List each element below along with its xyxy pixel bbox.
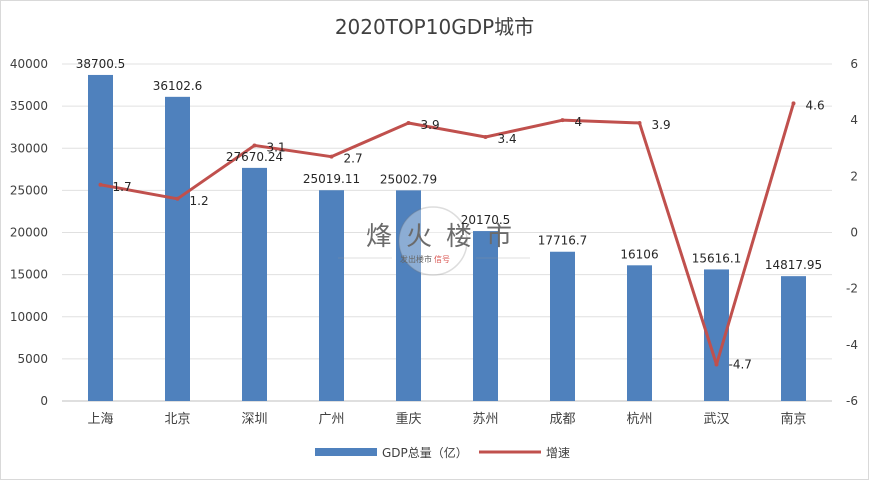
- line-value-label: 4: [575, 115, 583, 129]
- x-tick-label: 武汉: [703, 412, 729, 427]
- bar-value-label: 25002.79: [380, 172, 437, 186]
- x-tick-label: 苏州: [472, 411, 498, 427]
- bar: [473, 231, 498, 401]
- line-point: [714, 362, 719, 367]
- y-right-tick-label: 4: [850, 113, 858, 127]
- bar-series: [88, 74, 806, 401]
- x-tick-label: 重庆: [395, 411, 421, 427]
- y-left-tick-label: 10000: [10, 310, 48, 324]
- bar-value-label: 38700.5: [76, 57, 126, 71]
- line-value-label: 2.7: [344, 152, 363, 166]
- x-tick-label: 深圳: [241, 412, 267, 427]
- bar-value-label: 25019.11: [303, 172, 360, 186]
- y-left-tick-label: 40000: [10, 57, 48, 71]
- bar-value-label: 16106: [620, 247, 658, 261]
- y-left-tick-label: 5000: [17, 352, 48, 366]
- bar-value-label: 14817.95: [765, 258, 822, 272]
- bar-value-label: 17716.7: [538, 234, 588, 248]
- line-point: [252, 143, 257, 148]
- watermark-subtitle-right: 信号: [434, 254, 450, 264]
- bar: [781, 276, 806, 401]
- x-tick-label: 南京: [780, 411, 806, 427]
- line-value-label: 3.9: [421, 118, 440, 132]
- line-labels: 1.7 1.2 3.1 2.7 3.9 3.4 4 3.9 -4.7 4.6: [113, 98, 825, 371]
- line-series: [98, 101, 796, 367]
- watermark: 烽火楼市 发出楼市 信号: [338, 206, 530, 276]
- watermark-subtitle-left: 发出楼市: [400, 254, 432, 264]
- legend-swatch-bar: [315, 448, 377, 456]
- bar: [550, 251, 575, 401]
- y-left-tick-label: 30000: [10, 141, 48, 155]
- y-right-tick-label: -4: [846, 338, 858, 352]
- line-point: [175, 196, 180, 201]
- gridlines: [62, 63, 832, 402]
- y-left-tick-label: 20000: [10, 226, 48, 240]
- bar: [88, 74, 113, 401]
- line-value-label: -4.7: [729, 357, 752, 371]
- chart-title: 2020TOP10GDP城市: [335, 15, 534, 39]
- y-left-tick-label: 0: [40, 394, 48, 408]
- legend: GDP总量（亿） 增速: [315, 445, 570, 460]
- line-point: [483, 135, 488, 140]
- legend-label-bar: GDP总量（亿）: [382, 445, 468, 460]
- y-left-tick-label: 15000: [10, 268, 48, 282]
- y-right-tick-label: 0: [850, 226, 858, 240]
- x-axis: 上海 北京 深圳 广州 重庆 苏州 成都 杭州 武汉 南京: [87, 411, 806, 427]
- line-point: [637, 120, 642, 125]
- line-value-label: 1.7: [113, 180, 132, 194]
- line-point: [406, 120, 411, 125]
- y-left-tick-label: 25000: [10, 183, 48, 197]
- y-left-tick-label: 35000: [10, 99, 48, 113]
- x-tick-label: 成都: [549, 412, 575, 427]
- y-axis-left: 0 5000 10000 15000 20000 25000 30000 35000 40000: [10, 57, 48, 408]
- line-point: [98, 182, 103, 187]
- x-tick-label: 杭州: [626, 412, 652, 427]
- bar-value-label: 36102.6: [153, 79, 203, 93]
- x-tick-label: 北京: [164, 412, 190, 427]
- y-axis-right: -6 -4 -2 0 2 4 6: [846, 57, 858, 408]
- bar-labels: 38700.5 36102.6 27670.24 25019.11 25002.79 20…: [76, 57, 822, 272]
- bar: [627, 265, 652, 401]
- line-value-label: 3.4: [498, 132, 517, 146]
- line-point: [560, 118, 565, 123]
- y-right-tick-label: 6: [850, 57, 858, 71]
- legend-label-line: 增速: [546, 446, 570, 460]
- y-right-tick-label: -2: [846, 282, 858, 296]
- bar-value-label: 27670.24: [226, 150, 283, 164]
- line-point: [791, 101, 796, 106]
- watermark-ring: [398, 206, 468, 276]
- line-value-label: 4.6: [806, 98, 825, 112]
- y-right-tick-label: 2: [850, 169, 858, 183]
- line-value-label: 3.1: [267, 140, 286, 154]
- line-point: [329, 154, 334, 159]
- bar: [165, 96, 190, 401]
- bar: [396, 190, 421, 401]
- watermark-title: 烽火楼市: [366, 222, 526, 252]
- line-value-label: 3.9: [652, 118, 671, 132]
- bar-value-label: 15616.1: [692, 251, 742, 265]
- x-tick-label: 广州: [318, 412, 344, 427]
- y-right-tick-label: -6: [846, 394, 858, 408]
- line-path: [100, 102, 795, 366]
- line-value-label: 1.2: [190, 194, 209, 208]
- bar: [242, 167, 267, 401]
- bar-value-label: 20170.5: [461, 213, 511, 227]
- bar: [319, 190, 344, 401]
- x-tick-label: 上海: [87, 412, 113, 427]
